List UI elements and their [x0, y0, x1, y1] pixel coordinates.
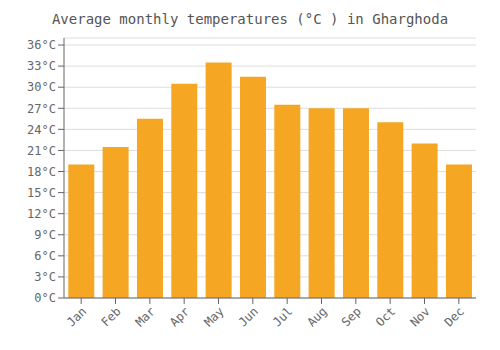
svg-text:Mar: Mar	[133, 304, 158, 329]
svg-text:Nov: Nov	[407, 304, 432, 329]
svg-text:Aug: Aug	[304, 304, 329, 329]
svg-text:3°C: 3°C	[34, 270, 56, 284]
svg-text:Sep: Sep	[339, 304, 364, 329]
svg-text:24°C: 24°C	[27, 123, 56, 137]
svg-text:30°C: 30°C	[27, 80, 56, 94]
svg-text:33°C: 33°C	[27, 59, 56, 73]
svg-text:18°C: 18°C	[27, 165, 56, 179]
html-text:Average monthly temperatures (: Average monthly temperatures (°C ) in Gh…	[51, 11, 449, 27]
svg-text:0°C: 0°C	[34, 291, 56, 305]
svg-text:27°C: 27°C	[27, 102, 56, 116]
svg-text:Dec: Dec	[442, 304, 467, 329]
svg-text:9°C: 9°C	[34, 228, 56, 242]
svg-text:Jul: Jul	[270, 304, 295, 329]
svg-text:Apr: Apr	[167, 304, 192, 329]
svg-text:12°C: 12°C	[27, 207, 56, 221]
svg-text:Oct: Oct	[373, 304, 398, 329]
svg-text:36°C: 36°C	[27, 38, 56, 52]
svg-text:Jun: Jun	[236, 304, 261, 329]
svg-text:Jan: Jan	[64, 304, 89, 329]
svg-text:21°C: 21°C	[27, 144, 56, 158]
svg-text:15°C: 15°C	[27, 186, 56, 200]
svg-text:Feb: Feb	[98, 304, 123, 329]
svg-text:May: May	[201, 304, 226, 329]
svg-text:6°C: 6°C	[34, 249, 56, 263]
